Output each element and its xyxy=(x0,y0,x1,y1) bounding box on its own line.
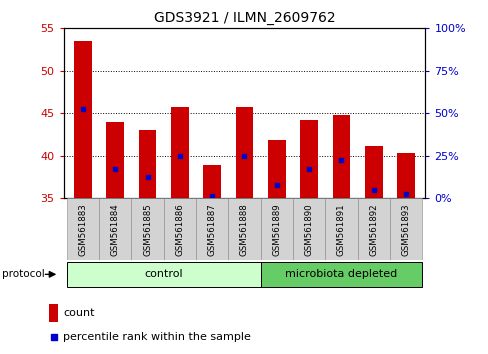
Bar xyxy=(396,153,414,198)
Bar xyxy=(357,198,389,260)
Bar xyxy=(332,115,349,198)
Bar xyxy=(228,198,260,260)
Bar xyxy=(67,262,260,287)
Bar xyxy=(292,198,325,260)
Text: GSM561887: GSM561887 xyxy=(207,203,216,256)
Text: GSM561893: GSM561893 xyxy=(401,203,410,256)
Bar xyxy=(325,198,357,260)
Bar xyxy=(364,147,382,198)
Text: count: count xyxy=(63,308,94,318)
Text: protocol: protocol xyxy=(2,269,45,279)
Text: GSM561884: GSM561884 xyxy=(111,203,120,256)
Text: GSM561883: GSM561883 xyxy=(78,203,87,256)
Text: microbiota depleted: microbiota depleted xyxy=(285,269,397,279)
Bar xyxy=(106,122,124,198)
Bar xyxy=(163,198,196,260)
Text: percentile rank within the sample: percentile rank within the sample xyxy=(63,332,250,342)
Bar xyxy=(139,130,156,198)
Bar xyxy=(203,165,221,198)
Bar xyxy=(131,198,163,260)
Text: GSM561886: GSM561886 xyxy=(175,203,184,256)
Text: GSM561891: GSM561891 xyxy=(336,203,345,256)
Text: control: control xyxy=(144,269,183,279)
Bar xyxy=(235,107,253,198)
Bar xyxy=(260,262,421,287)
Bar xyxy=(260,198,292,260)
Bar xyxy=(196,198,228,260)
Text: GSM561888: GSM561888 xyxy=(240,203,248,256)
Title: GDS3921 / ILMN_2609762: GDS3921 / ILMN_2609762 xyxy=(153,11,335,24)
Text: GSM561892: GSM561892 xyxy=(368,203,377,256)
Bar xyxy=(74,41,92,198)
Text: GSM561890: GSM561890 xyxy=(304,203,313,256)
Text: GSM561885: GSM561885 xyxy=(143,203,152,256)
Text: GSM561889: GSM561889 xyxy=(272,203,281,256)
Bar xyxy=(389,198,421,260)
Bar xyxy=(67,198,99,260)
Bar xyxy=(300,120,317,198)
Bar xyxy=(99,198,131,260)
Bar xyxy=(267,141,285,198)
Bar xyxy=(49,304,58,321)
Bar xyxy=(171,107,188,198)
